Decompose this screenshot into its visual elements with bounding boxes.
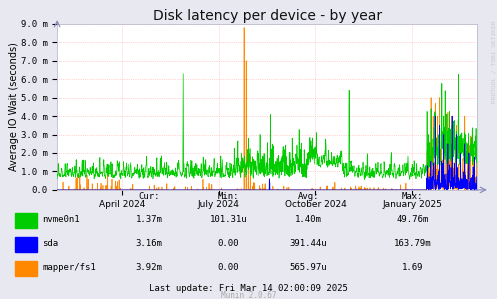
Title: Disk latency per device - by year: Disk latency per device - by year xyxy=(153,9,382,23)
Text: 3.16m: 3.16m xyxy=(136,239,163,248)
Text: 1.69: 1.69 xyxy=(402,263,423,272)
Text: 391.44u: 391.44u xyxy=(289,239,327,248)
Text: sda: sda xyxy=(42,239,58,248)
Text: Avg:: Avg: xyxy=(297,192,319,201)
Text: 1.40m: 1.40m xyxy=(295,215,322,224)
Text: Last update: Fri Mar 14 02:00:09 2025: Last update: Fri Mar 14 02:00:09 2025 xyxy=(149,284,348,293)
Text: Cur:: Cur: xyxy=(138,192,160,201)
Text: 1.37m: 1.37m xyxy=(136,215,163,224)
Text: 565.97u: 565.97u xyxy=(289,263,327,272)
Text: 163.79m: 163.79m xyxy=(394,239,431,248)
Text: 3.92m: 3.92m xyxy=(136,263,163,272)
Text: 101.31u: 101.31u xyxy=(210,215,248,224)
Text: Min:: Min: xyxy=(218,192,240,201)
Text: 0.00: 0.00 xyxy=(218,263,240,272)
Text: nvme0n1: nvme0n1 xyxy=(42,215,80,224)
Text: 0.00: 0.00 xyxy=(218,239,240,248)
Text: RRDTOOL / TOBI OETIKER: RRDTOOL / TOBI OETIKER xyxy=(491,21,496,103)
Text: mapper/fs1: mapper/fs1 xyxy=(42,263,96,272)
Text: Munin 2.0.67: Munin 2.0.67 xyxy=(221,292,276,299)
Y-axis label: Average IO Wait (seconds): Average IO Wait (seconds) xyxy=(9,42,19,171)
Text: Max:: Max: xyxy=(402,192,423,201)
Text: 49.76m: 49.76m xyxy=(397,215,428,224)
